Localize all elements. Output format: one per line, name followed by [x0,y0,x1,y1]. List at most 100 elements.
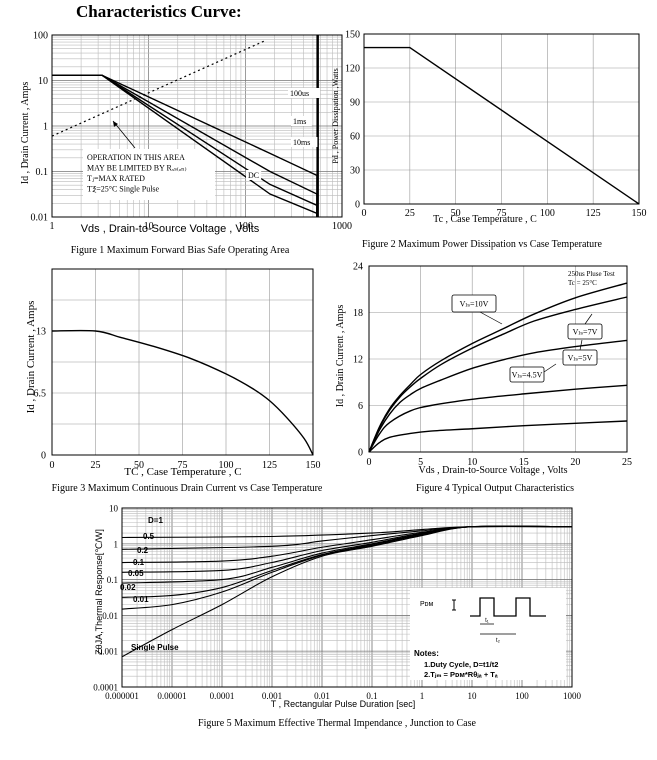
tick-labels: 0 25 50 75 100 125 150 0 6.5 13 [34,327,321,472]
y-tick-label: 0.01 [31,213,49,224]
x-tick-label: 125 [586,208,601,219]
grid [363,33,640,205]
y-axis-label: Id , Drain Current , Amps [25,301,37,414]
y-tick-label: 0.01 [102,611,118,621]
x-tick-label: 25 [91,460,101,471]
x-tick-label: 5 [418,457,423,468]
series-label-bg [291,137,318,147]
x-tick-label: 125 [262,460,277,471]
series-label: 0.05 [128,569,144,578]
plot-frame [51,268,314,456]
note-line: 1.Duty Cycle, D=t1/t2 [424,660,498,669]
callout-box [509,366,545,383]
x-tick-label: 100 [219,460,234,471]
figure-caption: Figure 2 Maximum Power Dissipation vs Ca… [362,239,602,250]
y-tick-label: 12 [353,355,363,366]
series-label: 0.02 [120,583,136,592]
plot-frame [363,33,640,205]
series-line-single-pulse [121,525,573,658]
x-tick-label: 20 [570,457,580,468]
x-tick-label: 15 [519,457,529,468]
plot-frame [368,265,628,453]
series-label: 0.2 [137,546,149,555]
annotation-box [83,149,215,200]
grid [51,268,314,456]
y-axis-label: Pd , Power Dissipation ,Watts [331,68,340,163]
plot-frame [51,34,343,218]
series-label: 100us [290,89,309,98]
figure-caption: Figure 3 Maximum Continuous Drain Curren… [52,483,323,494]
x-tick-label: 25 [622,457,632,468]
y-tick-label: 150 [345,30,360,41]
series-label: Vₗₛ=10V [460,300,489,309]
figure-1-safe-operating-area: 1 10 100 1000 100 10 1 0.1 0.01 Vds , Drain-to-S… [20,31,352,257]
x-tick-label: 75 [178,460,188,471]
x-tick-label: 0.000001 [105,691,139,701]
series-line-rds-on-limit [51,40,266,137]
x-axis-label: TC , Case Temperature , C [124,466,241,478]
series [51,40,318,217]
series-label: 10ms [293,138,310,147]
series-line-dc [52,74,318,217]
x-tick-label: 0.1 [366,691,377,701]
x-tick-label: 150 [306,460,321,471]
x-tick-label: 10 [468,691,478,701]
series-label-bg [246,170,262,180]
figure-caption: Figure 4 Typical Output Characteristics [416,483,574,494]
plot-frame [121,507,573,688]
series-label: DC [248,171,259,180]
series-label: 0.5 [143,532,155,541]
series-line-vgs-4-5v [368,384,628,453]
series-label: 0.01 [133,595,149,604]
y-tick-label: 0.1 [36,167,49,178]
callout-pointer [579,339,583,351]
y-tick-label: 120 [345,64,360,75]
x-tick-label: 100 [540,208,555,219]
x-tick-label: 1 [420,691,425,701]
t2-label: t₂ [496,638,501,644]
callout-box [451,294,497,313]
figure-2-power-dissipation: 0 25 50 75 100 125 150 0 30 60 90 120 150 Tc , Case … [331,30,647,251]
series [368,282,628,453]
y-tick-label: 0.1 [107,575,118,585]
x-tick-label: 75 [497,208,507,219]
y-tick-label: 0 [358,448,363,459]
pdm-label: Pᴅᴍ [420,601,434,608]
y-tick-label: 90 [350,98,360,109]
tick-labels: 0.000001 0.00001 0.0001 0.001 0.01 0.1 1 10 100 1… [93,504,581,702]
x-axis-label: Vds , Drain-to-Source Voltage , Volts [81,223,260,235]
y-tick-label: 6 [358,401,363,412]
x-tick-label: 50 [134,460,144,471]
note-line: 2.Tⱼₘ = Pᴅᴍ*Rθⱼₐ + Tₐ [424,670,498,679]
x-tick-label: 0.0001 [210,691,235,701]
y-tick-label: 24 [353,262,363,273]
tick-labels: 0 25 50 75 100 125 150 0 30 60 90 120 150 [345,30,647,220]
series-line-vgs-10v [368,282,628,453]
series-label-bg [291,116,312,126]
series-label-bg [288,88,320,98]
callout-box [567,323,603,340]
y-axis-label: Id , Drain Current , Amps [335,305,346,408]
y-tick-label: 1 [114,539,119,549]
y-tick-label: 0.0001 [93,683,118,693]
timing-arrows [480,623,516,635]
series-label: 1ms [293,117,306,126]
x-tick-label: 0.00001 [157,691,186,701]
x-tick-label: 1000 [563,691,582,701]
x-tick-label: 100 [238,221,253,232]
x-tick-label: 0 [367,457,372,468]
annotation-text: TⲜ=25°C Single Pulse [87,185,160,194]
x-tick-label: 100 [515,691,529,701]
callout-pointer [543,363,557,373]
x-tick-label: 0 [362,208,367,219]
series [364,46,640,205]
x-tick-label: 0 [50,460,55,471]
y-tick-label: 6.5 [34,389,47,400]
page-title: Characteristics Curve: [76,2,242,21]
series-label: D=1 [148,516,163,525]
y-tick-label: 100 [33,31,48,42]
series-line-vgs-4v [368,420,628,453]
x-axis-label: Vds , Drain-to-Source Voltage , Volts [419,465,568,476]
annotation-arrow [112,120,136,149]
tick-labels: 0 5 10 15 20 25 0 6 12 18 24 [353,262,632,469]
